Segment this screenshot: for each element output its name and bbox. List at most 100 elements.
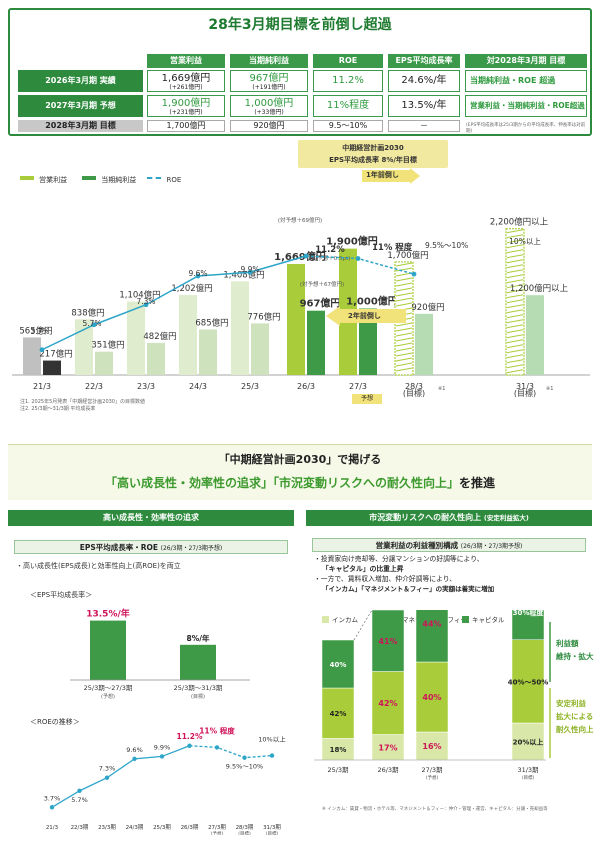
arrow-2year-shape (326, 306, 406, 326)
label-op-24/3: 1,202億円 (171, 283, 212, 294)
label-op-23/3: 1,104億円 (119, 290, 160, 301)
right-bullet-3: ・一方で、賃料収入増加、仲介好調等により、 (314, 575, 457, 583)
left-sub-title: EPS平均成長率・ROE (79, 543, 159, 552)
label-op-31/3: 2,200億円以上 (490, 217, 549, 228)
arrow-1year-shape (362, 168, 420, 184)
roe-mini-label-8: 10%以上 (258, 735, 286, 744)
roe-point-27/3 (355, 256, 361, 261)
stack-seg-cap-2 (415, 610, 449, 663)
right-head-note: (安定利益拡大) (483, 514, 529, 522)
row-label-2027: 2027年3月期 予想 (18, 95, 143, 117)
stack-label-income-1: 17% (378, 743, 397, 752)
bar-op-hatch (395, 352, 413, 357)
right-bullets: ・投資家向け売却等、分譲マンションの好調等により、 「キャピタル」の比重上昇 ・… (314, 554, 586, 594)
roe-mini-label-5: 11.2% (176, 732, 203, 741)
yosou-badge: 予想 (352, 394, 382, 404)
stack-label-cap-1: 41% (378, 637, 397, 646)
label-ni-24/3: 685億円 (195, 317, 228, 328)
chart-legend: 営業利益 当期純利益 ROE (20, 167, 181, 186)
roe-mini-x-sub-7: (目標) (238, 830, 251, 835)
bar-ni-27/3 (359, 308, 377, 375)
bar-op-hatch (395, 367, 413, 372)
bar-op-hatch (506, 269, 524, 274)
stack-seg-mgmt-3 (511, 639, 545, 724)
cell-roe-2028: 9.5～10% (313, 120, 383, 132)
roe-mini-x-2: 23/3期 (98, 824, 116, 831)
stack-seg-cap-1 (371, 610, 405, 672)
bar-op-hatch (506, 229, 524, 234)
legend-roe: ROE (166, 176, 182, 184)
stack-seg-mgmt-1 (371, 671, 405, 735)
bar-op-hatch (506, 249, 524, 254)
stack-seg-income-1 (371, 734, 405, 761)
eps-note: (EPS平均成長率は25/3期からの平均成長率、伸長率は対前期) (466, 123, 586, 134)
right-section-header: 市況変動リスクへの耐久性向上 (安定利益拡大) (306, 510, 592, 526)
left-section-header: 高い成長性・効率性の追求 (8, 510, 294, 526)
eps-x-1: 25/3期～31/3期 (174, 684, 223, 692)
eps-chart-title: ＜EPS平均成長率＞ (30, 591, 93, 599)
legend-ni: 当期純利益 (101, 176, 137, 184)
bar-op-hatch (506, 284, 524, 289)
bar-op-hatch (395, 332, 413, 337)
roe-mini-x-3: 24/3期 (126, 824, 144, 831)
label-ni-26/3: 967億円 (300, 297, 341, 310)
bar-op-hatch (506, 369, 524, 374)
roe-mini-x-8: 31/3期 (263, 824, 281, 831)
bar-op-hatch (395, 297, 413, 302)
stack-x-2: 27/3期 (421, 766, 443, 774)
stack-note: ※ インカム：賃貸・物流・ホテル等、マネジメント＆フィー：仲介・管理・運営、キャ… (322, 805, 548, 812)
col-header-vs: 対2028年3月期 目標 (465, 54, 587, 68)
ni-2027-value: 1,000億円 (244, 98, 294, 109)
roe-mini-x-0: 21/3 (46, 825, 59, 831)
headline-box: 「中期経営計画2030」で掲げる 「高い成長性・効率性の追求」「市況変動リスクへ… (8, 444, 592, 500)
right-bullet-1: ・投資家向け売却等、分譲マンションの好調等により、 (314, 555, 484, 563)
roe-point-28/3 (411, 271, 417, 277)
bar-op-hatch (506, 354, 524, 359)
bar-ni-23/3 (147, 342, 165, 375)
roe-point-25/3 (247, 269, 253, 275)
bar-op-hatch (506, 344, 524, 349)
cell-eps-2027: 13.5%/年 (388, 95, 460, 117)
col-header-op: 営業利益 (147, 54, 225, 68)
stack-label-mgmt-3: 40%～50% (508, 678, 549, 686)
eps-bar-label-1: 8%/年 (187, 633, 210, 643)
bar-op-hatch (395, 347, 413, 352)
stack-seg-cap-0 (321, 639, 355, 689)
bar-op-hatch (506, 289, 524, 294)
x-tick-21/3: 21/3 (33, 382, 51, 391)
stack-label-income-3: 20%以上 (513, 738, 544, 747)
roe-label-31/3: 10%以上 (509, 237, 541, 246)
stack-label-cap-2: 44% (422, 620, 441, 629)
headline-growth: 「高い成長性・効率性の追求」 (104, 476, 273, 490)
bar-ni-24/3 (199, 329, 217, 375)
op-2026-value: 1,669億円 (161, 73, 211, 84)
bar-op-hatch (506, 309, 524, 314)
right-head-title: 市況変動リスクへの耐久性向上 (369, 513, 482, 522)
roe-mini-x-6: 27/3期 (208, 824, 226, 831)
eps-x-sub-0: (予想) (101, 693, 115, 700)
roe-mini-label-2: 7.3% (99, 765, 116, 773)
x-tick-25/3: 25/3 (241, 382, 259, 391)
left-bullet: ・高い成長性(EPS成長)と効率性向上(高ROE)を両立 (16, 562, 181, 570)
headline-line1: 「中期経営計画2030」で掲げる (218, 453, 382, 466)
bar-ni-31/3 (526, 295, 544, 375)
roe-chart: 3.7% 21/3 5.7% 22/3期 7.3% 23/3期 9.6% 24/3期 9.9% 2… (44, 725, 286, 835)
plan-box-line1: 中期経営計画2030 (342, 144, 404, 152)
eps-x-0: 25/3期～27/3期 (84, 684, 133, 692)
cell-vs-2027: 営業利益・当期純利益・ROE超過 (465, 95, 587, 117)
cell-roe-2027: 11%程度 (313, 95, 383, 117)
x-tick-28/3: 28/3 (405, 382, 423, 391)
label-op-27/3: 1,900億円 (326, 235, 378, 248)
stack-side2-0: 安定利益 (556, 698, 586, 708)
headline-suffix: を推進 (459, 476, 496, 490)
headline-line2: 「高い成長性・効率性の追求」「市況変動リスクへの耐久性向上」を推進 (8, 474, 592, 491)
bar-op-21/3 (23, 337, 41, 375)
label-op-26/3: 1,669億円 (274, 250, 326, 263)
bar-op-hatch (395, 282, 413, 287)
x-tick-26/3: 26/3 (297, 382, 315, 391)
bar-op-hatch (395, 287, 413, 292)
label-ni-23/3: 482億円 (143, 331, 176, 342)
roe-mini-line (51, 745, 190, 808)
op-2027-sub: (+231億円) (169, 109, 203, 116)
roe-label-21/3: 3.7% (30, 327, 49, 336)
